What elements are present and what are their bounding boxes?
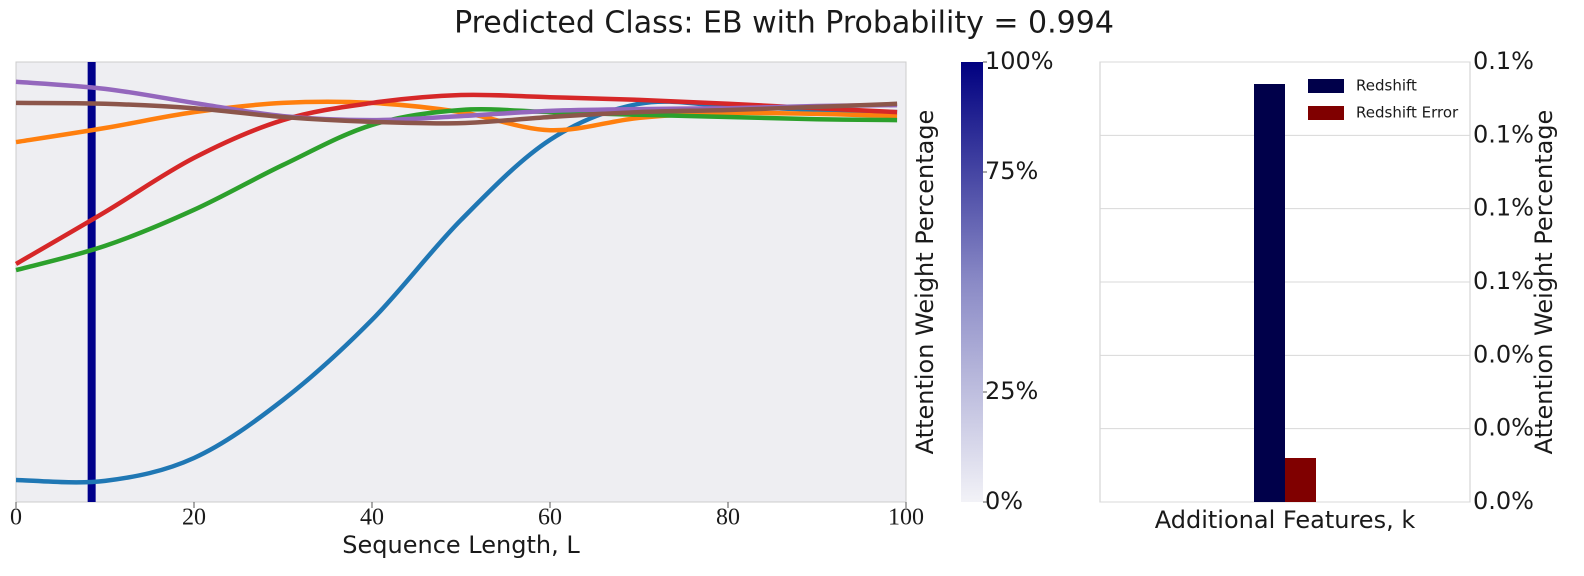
colorbar [961, 62, 983, 502]
legend-swatch [1308, 79, 1344, 93]
legend-label: Redshift [1356, 77, 1417, 95]
x-axis-label: Additional Features, k [1155, 506, 1416, 534]
x-tick-label: 80 [716, 505, 740, 531]
x-tick-label: 0 [10, 505, 22, 531]
y-tick-label: 0.0% [1473, 414, 1534, 442]
bar [1254, 84, 1285, 502]
figure-title: Predicted Class: EB with Probability = 0… [454, 6, 1114, 41]
x-tick-label: 100 [888, 505, 924, 531]
y-tick-label: 0.1% [1473, 194, 1534, 222]
y-tick-label: 0.0% [1473, 487, 1534, 515]
y-axis-label: Attention Weight Percentage [1530, 110, 1558, 455]
legend-swatch [1308, 106, 1344, 120]
colorbar-tick-label: 0% [985, 487, 1023, 515]
y-tick-label: 0.0% [1473, 340, 1534, 368]
colorbar-tick-label: 100% [985, 47, 1054, 75]
colorbar-tick-label: 75% [985, 157, 1038, 185]
series-line [15, 107, 898, 273]
y-tick-label: 0.1% [1473, 267, 1534, 295]
legend-label: Redshift Error [1356, 104, 1459, 122]
x-tick-label: 60 [538, 505, 562, 531]
y-tick-label: 0.1% [1473, 120, 1534, 148]
x-tick-label: 40 [360, 505, 384, 531]
x-tick-label: 20 [182, 505, 206, 531]
series-line [15, 100, 898, 126]
bar [1285, 458, 1316, 502]
colorbar-label: Attention Weight Percentage [911, 110, 939, 455]
x-axis-label: Sequence Length, L [342, 531, 580, 559]
colorbar-tick-label: 25% [985, 377, 1038, 405]
series-line [14, 92, 898, 266]
y-tick-label: 0.1% [1473, 47, 1534, 75]
attention-line [87, 62, 96, 502]
plot-area [15, 61, 907, 503]
